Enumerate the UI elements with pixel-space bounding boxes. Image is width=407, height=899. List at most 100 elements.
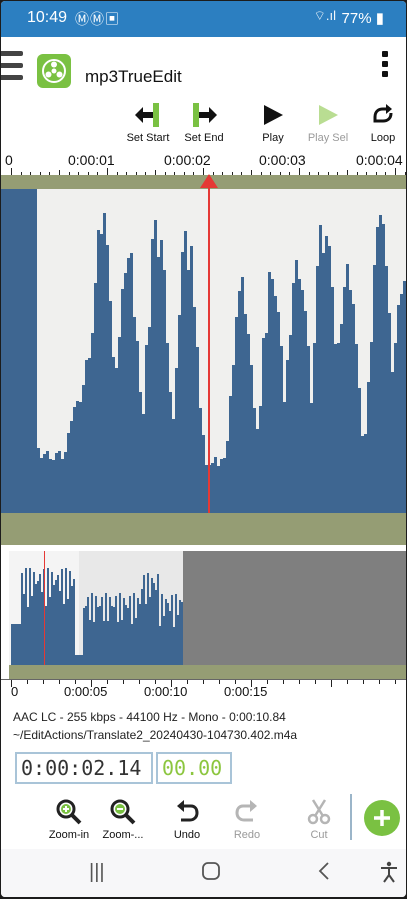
set-start-button[interactable]: Set Start — [125, 103, 171, 147]
scissors-icon — [307, 799, 331, 825]
waveform-bar — [229, 396, 232, 513]
waveform-bar — [238, 291, 241, 513]
overview-bar — [111, 606, 113, 665]
set-end-button[interactable]: Set End — [181, 103, 227, 147]
waveform-bar — [67, 433, 70, 513]
waveform-graph — [1, 189, 406, 513]
ruler-tick — [260, 172, 262, 175]
notification-icons: ⓂⓂ▣ — [75, 11, 120, 27]
ruler-tick — [283, 680, 284, 684]
back-icon[interactable] — [317, 861, 331, 887]
plus-icon — [374, 810, 390, 826]
ruler-tick — [75, 680, 76, 684]
ruler-tick — [231, 172, 233, 175]
waveform-bar — [259, 406, 262, 513]
waveform-bar — [160, 240, 163, 513]
overview-bar — [167, 603, 169, 665]
waveform-bar — [337, 343, 340, 513]
waveform-bar — [286, 360, 289, 513]
vertical-dots-icon[interactable] — [382, 51, 390, 81]
overview-bar — [35, 584, 37, 665]
waveform-bar — [58, 451, 61, 513]
waveform-bar — [379, 215, 382, 513]
ruler-tick — [219, 680, 220, 684]
overview-bar — [55, 580, 57, 665]
timeline-ruler[interactable]: 0 0:00:01 0:00:02 0:00:03 0:00:04 — [1, 151, 406, 176]
overview-bar — [45, 606, 47, 665]
overview-band — [9, 665, 406, 679]
waveform-bar — [94, 283, 97, 513]
waveform-bar — [307, 346, 310, 513]
selection-length-field[interactable]: 00.00 — [156, 752, 232, 784]
ruler-tick — [43, 680, 44, 684]
overview-bar — [63, 604, 65, 665]
waveform-bar — [250, 365, 253, 513]
overview-panel[interactable] — [9, 551, 406, 679]
waveform-bar — [142, 414, 145, 513]
waveform-bar — [172, 419, 175, 513]
redo-button[interactable]: Redo — [219, 798, 275, 841]
play-selection-button[interactable]: Play Sel — [305, 103, 351, 147]
ruler-tick — [68, 172, 70, 175]
waveform-bar — [292, 283, 295, 513]
waveform-bar — [154, 220, 157, 513]
waveform-bar — [316, 266, 319, 513]
ruler-tick — [315, 680, 316, 684]
overview-bar — [67, 599, 69, 665]
waveform-bar — [61, 459, 64, 513]
playback-cursor-handle[interactable] — [200, 174, 218, 188]
waveform-bar — [373, 265, 376, 513]
set-end-label: Set End — [184, 132, 224, 144]
ruler-tick — [327, 172, 329, 175]
cut-button[interactable]: Cut — [291, 798, 347, 841]
overview-bar — [15, 624, 17, 665]
waveform-bar — [190, 246, 193, 513]
overview-bar — [37, 581, 39, 665]
overview-bar — [125, 605, 127, 665]
set-start-icon — [135, 103, 159, 127]
overview-bar — [171, 595, 173, 665]
overview-bar — [25, 568, 27, 665]
selection-band-bottom[interactable] — [1, 513, 406, 545]
overview-bar — [163, 616, 165, 665]
recent-apps-icon[interactable]: ||| — [89, 861, 105, 883]
waveform-bar — [13, 189, 16, 513]
ruler-tick — [337, 172, 339, 175]
home-icon[interactable] — [201, 861, 221, 887]
zoom-in-button[interactable]: Zoom-in — [41, 798, 97, 841]
waveform-area[interactable] — [1, 189, 406, 513]
waveform-bar — [151, 239, 154, 513]
overview-bar — [27, 607, 29, 665]
zoom-out-label: Zoom-... — [102, 829, 144, 841]
waveform-bar — [214, 457, 217, 513]
loop-button[interactable]: Loop — [363, 103, 403, 147]
waveform-bar — [280, 346, 283, 513]
add-button[interactable] — [364, 800, 400, 836]
accessibility-icon[interactable] — [379, 861, 399, 889]
status-time: 10:49 — [27, 9, 68, 26]
waveform-bar — [298, 279, 301, 513]
overview-bar — [157, 574, 159, 665]
playback-cursor[interactable] — [208, 175, 210, 513]
ruler-tick — [385, 172, 387, 175]
ruler-tick — [30, 172, 32, 175]
overview-bar — [29, 568, 31, 665]
waveform-view[interactable] — [1, 174, 406, 545]
hamburger-icon[interactable] — [1, 51, 23, 81]
overview-bar — [61, 569, 63, 665]
undo-button[interactable]: Undo — [159, 798, 215, 841]
waveform-bar — [139, 392, 142, 513]
waveform-bar — [352, 304, 355, 513]
overview-bar — [69, 571, 71, 665]
waveform-bar — [43, 454, 46, 513]
waveform-bar — [34, 189, 37, 513]
position-time-field[interactable]: 0:00:02.14 — [15, 752, 153, 784]
waveform-bar — [274, 296, 277, 513]
play-button[interactable]: Play — [253, 103, 293, 147]
ruler-tick — [222, 172, 224, 175]
waveform-bar — [256, 429, 259, 513]
play-icon — [264, 105, 283, 125]
waveform-bar — [28, 189, 31, 513]
zoom-out-button[interactable]: Zoom-... — [95, 798, 151, 841]
overview-bar — [107, 621, 109, 665]
